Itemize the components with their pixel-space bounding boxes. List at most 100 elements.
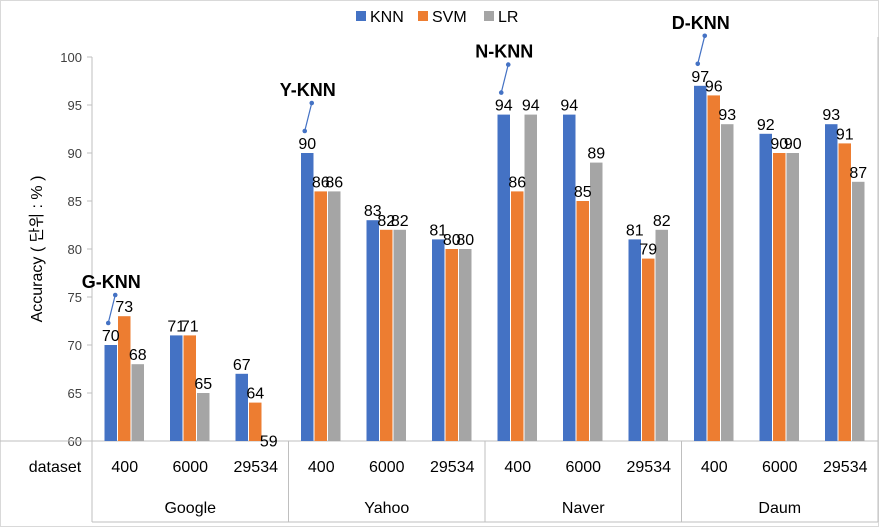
legend-swatch-knn bbox=[356, 11, 366, 21]
bar-lr bbox=[655, 229, 668, 441]
bar-knn bbox=[301, 153, 314, 441]
legend-label-lr: LR bbox=[498, 9, 518, 26]
bar-lr bbox=[786, 153, 799, 441]
group-label: Google bbox=[164, 500, 216, 517]
data-label: 81 bbox=[626, 222, 644, 239]
data-label: 96 bbox=[705, 78, 723, 95]
data-label: 73 bbox=[115, 299, 133, 316]
data-label: 94 bbox=[522, 98, 540, 115]
data-label: 90 bbox=[784, 136, 802, 153]
annotation-leader bbox=[500, 64, 509, 93]
bar-svm bbox=[249, 402, 262, 441]
group-label: Daum bbox=[758, 500, 801, 517]
data-label: 91 bbox=[836, 126, 854, 143]
data-label: 90 bbox=[770, 136, 788, 153]
legend-swatch-svm bbox=[418, 11, 428, 21]
bar-knn bbox=[104, 345, 117, 441]
category-label: 400 bbox=[111, 459, 138, 476]
bar-lr bbox=[197, 393, 210, 441]
y-tick-label: 70 bbox=[68, 338, 82, 353]
bar-svm bbox=[380, 229, 393, 441]
bar-knn bbox=[170, 335, 183, 441]
bar-knn bbox=[759, 133, 772, 442]
category-label: 29534 bbox=[823, 459, 868, 476]
data-label: 83 bbox=[364, 203, 382, 220]
data-label: 90 bbox=[298, 136, 316, 153]
bar-lr bbox=[393, 229, 406, 441]
annotation-label: Y-KNN bbox=[280, 80, 336, 100]
data-label: 79 bbox=[639, 242, 657, 259]
annotation-dot bbox=[302, 128, 308, 134]
data-label: 68 bbox=[129, 347, 147, 364]
annotation-dot bbox=[105, 320, 111, 326]
data-label: 82 bbox=[391, 213, 409, 230]
bar-knn bbox=[563, 114, 576, 441]
data-label: 64 bbox=[246, 386, 264, 403]
data-label: 71 bbox=[167, 318, 185, 335]
data-label: 94 bbox=[495, 98, 513, 115]
data-label: 80 bbox=[456, 232, 474, 249]
bar-knn bbox=[825, 124, 838, 441]
y-tick-label: 65 bbox=[68, 386, 82, 401]
annotation-dot bbox=[702, 33, 708, 39]
annotation-leader bbox=[304, 102, 313, 132]
category-label: 400 bbox=[504, 459, 531, 476]
bar-svm bbox=[314, 191, 327, 441]
data-label: 89 bbox=[587, 146, 605, 163]
data-label: 87 bbox=[849, 165, 867, 182]
y-tick-label: 80 bbox=[68, 242, 82, 257]
bar-knn bbox=[628, 239, 641, 441]
category-label: 400 bbox=[308, 459, 335, 476]
y-tick-label: 85 bbox=[68, 194, 82, 209]
data-label: 86 bbox=[325, 174, 343, 191]
data-label: 85 bbox=[574, 184, 592, 201]
data-label: 59 bbox=[260, 434, 278, 451]
bar-knn bbox=[497, 114, 510, 441]
bar-svm bbox=[576, 201, 589, 441]
y-axis-title: Accuracy ( 단위 : % ) bbox=[28, 176, 46, 323]
data-label: 81 bbox=[429, 222, 447, 239]
data-label: 80 bbox=[443, 232, 461, 249]
bar-lr bbox=[131, 364, 144, 441]
bar-svm bbox=[445, 249, 458, 441]
bars bbox=[104, 85, 865, 442]
group-label: Naver bbox=[562, 500, 605, 517]
data-label: 94 bbox=[560, 98, 578, 115]
data-label: 82 bbox=[377, 213, 395, 230]
annotation-dot bbox=[309, 100, 315, 106]
category-label: 6000 bbox=[565, 459, 601, 476]
bar-lr bbox=[328, 191, 341, 441]
data-label: 97 bbox=[691, 69, 709, 86]
bar-knn bbox=[366, 220, 379, 441]
data-label: 86 bbox=[312, 174, 330, 191]
legend: KNN SVM LR bbox=[356, 9, 518, 26]
bar-lr bbox=[459, 249, 472, 441]
bar-svm bbox=[118, 316, 131, 441]
annotation-dot bbox=[695, 61, 701, 67]
legend-label-svm: SVM bbox=[432, 9, 467, 26]
bar-knn bbox=[235, 373, 248, 441]
bar-svm bbox=[838, 143, 851, 441]
annotation-dot bbox=[498, 90, 504, 95]
data-label: 92 bbox=[757, 117, 775, 134]
y-tick-label: 95 bbox=[68, 98, 82, 113]
x-axis-title: dataset bbox=[29, 459, 82, 476]
bar-lr bbox=[852, 181, 865, 442]
data-label: 82 bbox=[653, 213, 671, 230]
data-label: 65 bbox=[194, 376, 212, 393]
bar-lr bbox=[590, 162, 603, 441]
bar-lr bbox=[721, 124, 734, 441]
y-tick-label: 75 bbox=[68, 290, 82, 305]
data-label: 70 bbox=[102, 328, 120, 345]
annotation-leader bbox=[107, 294, 116, 324]
data-label: 93 bbox=[718, 107, 736, 124]
annotation-label: N-KNN bbox=[475, 42, 533, 62]
legend-swatch-lr bbox=[484, 11, 494, 21]
category-label: 29534 bbox=[430, 459, 475, 476]
group-label: Yahoo bbox=[364, 500, 409, 517]
bar-svm bbox=[183, 335, 196, 441]
annotation-leader bbox=[697, 35, 706, 64]
y-tick-label: 90 bbox=[68, 146, 82, 161]
annotation-label: G-KNN bbox=[82, 272, 141, 292]
